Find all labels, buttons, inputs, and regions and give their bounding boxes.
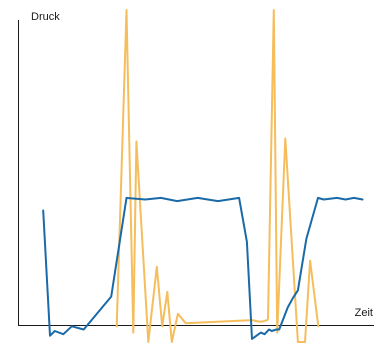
y-axis-label: Druck	[31, 11, 60, 23]
x-axis-label: Zeit	[355, 307, 373, 319]
series-line-1	[42, 196, 364, 340]
series-line-2	[115, 9, 320, 343]
series-layer	[42, 9, 364, 343]
